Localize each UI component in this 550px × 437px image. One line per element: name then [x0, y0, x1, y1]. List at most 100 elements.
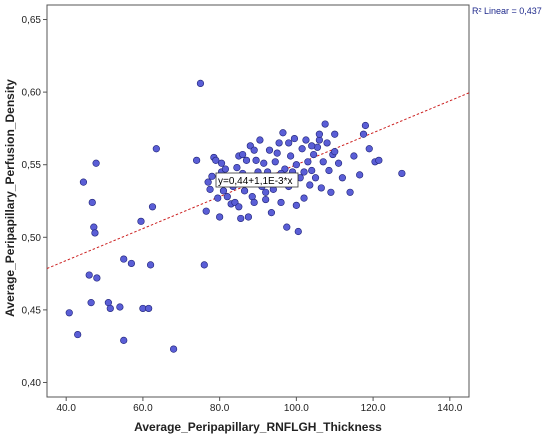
data-point [256, 136, 264, 144]
data-point [292, 201, 300, 209]
data-point [202, 207, 210, 215]
data-point [331, 130, 339, 138]
data-point [300, 168, 308, 176]
data-point [277, 198, 285, 207]
y-tick-label: 0,60 [22, 88, 42, 99]
data-point [216, 213, 224, 221]
scatter-points [65, 79, 406, 353]
data-point [265, 146, 274, 154]
equation-label-box: y=0,44+1,1E-3*x [215, 172, 299, 188]
data-point [137, 217, 145, 225]
data-point [398, 169, 406, 178]
x-tick-label: 40.0 [56, 403, 76, 414]
data-point [327, 188, 335, 196]
data-point [321, 120, 329, 128]
data-point [170, 345, 178, 353]
data-point [325, 166, 333, 175]
data-point [79, 178, 88, 186]
data-point [223, 193, 231, 201]
data-point [196, 79, 205, 87]
x-tick-label: 120.0 [361, 403, 386, 414]
x-axis-ticks: 40.0 60.0 80.0 100.0 120.0 140.0 [56, 397, 463, 414]
data-point [221, 165, 229, 173]
data-point [212, 156, 220, 164]
data-point [334, 159, 343, 167]
data-point [90, 223, 98, 231]
data-point [250, 198, 258, 207]
y-axis-ticks: 0,40 0,45 0,50 0,55 0,60 0,65 [22, 15, 47, 389]
data-point [127, 259, 135, 268]
data-point [92, 159, 100, 167]
data-point [116, 303, 124, 311]
r2-linear-label: R² Linear = 0,437 [472, 6, 542, 16]
data-point [65, 309, 73, 317]
x-tick-label: 60.0 [133, 403, 153, 414]
data-point [146, 261, 155, 269]
data-point [233, 164, 241, 172]
data-point [152, 145, 160, 153]
x-axis-title: Average_Peripapillary_RNFLGH_Thickness [134, 420, 382, 434]
data-point [244, 213, 253, 221]
data-point [315, 130, 323, 138]
data-point [308, 142, 316, 150]
data-point [85, 271, 93, 279]
x-tick-label: 100.0 [284, 403, 309, 414]
y-axis-title: Average_Peripapillary_Perfusion_Density [3, 79, 17, 317]
data-point [290, 134, 299, 143]
data-point [93, 274, 101, 282]
data-point [267, 209, 276, 217]
data-point [298, 145, 306, 153]
data-point [361, 121, 370, 130]
data-point [287, 152, 295, 160]
data-point [294, 227, 302, 236]
data-point [240, 187, 249, 195]
data-point [311, 174, 320, 182]
data-point [145, 304, 153, 313]
data-point [323, 139, 331, 147]
equation-label: y=0,44+1,1E-3*x [218, 176, 293, 187]
data-point [250, 146, 258, 154]
data-point [365, 145, 373, 153]
data-point [308, 166, 316, 175]
data-point [87, 299, 95, 307]
data-point [206, 185, 214, 193]
data-point [317, 184, 325, 192]
x-tick-label: 80.0 [210, 403, 230, 414]
data-point [292, 161, 300, 169]
data-point [242, 156, 251, 164]
data-point [375, 156, 383, 164]
data-point [217, 159, 226, 167]
data-point [260, 159, 268, 167]
data-point [262, 188, 270, 196]
data-point [148, 203, 157, 211]
data-point [319, 158, 327, 166]
data-point [271, 158, 279, 166]
data-point [74, 330, 82, 339]
data-point [193, 156, 201, 164]
data-point [106, 304, 114, 313]
data-point [252, 156, 260, 164]
y-tick-label: 0,40 [22, 378, 42, 389]
data-point [285, 139, 293, 147]
data-point [208, 172, 216, 180]
data-point [120, 255, 128, 263]
data-point [200, 261, 208, 269]
data-point [331, 148, 339, 156]
data-point [273, 149, 281, 157]
data-point [359, 130, 368, 138]
y-tick-label: 0,55 [22, 160, 42, 171]
data-point [279, 129, 287, 137]
data-point [350, 152, 358, 160]
data-point [283, 223, 291, 231]
plot-area-frame [46, 4, 470, 398]
data-point [306, 181, 314, 189]
data-point [275, 139, 283, 147]
data-point [346, 188, 354, 196]
data-point [204, 178, 212, 186]
data-point [235, 203, 243, 211]
data-point [356, 171, 364, 179]
data-point [237, 214, 245, 223]
y-tick-label: 0,45 [22, 305, 42, 316]
data-point [120, 336, 128, 344]
